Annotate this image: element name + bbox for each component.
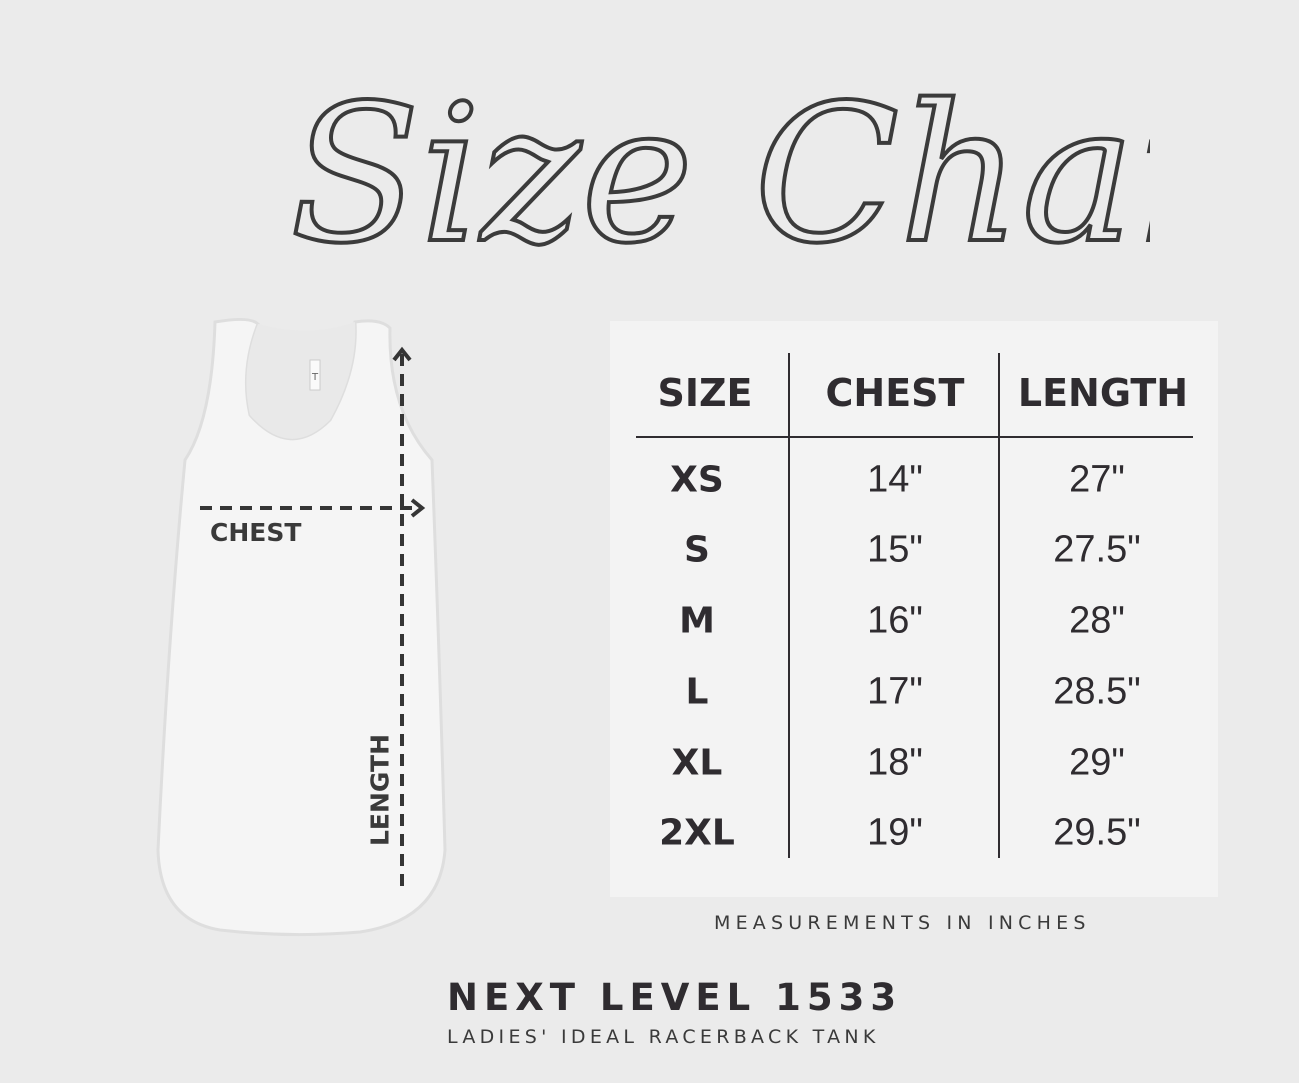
- chest-cell: 17": [867, 670, 923, 713]
- size-cell: XL: [671, 742, 723, 784]
- chest-label: CHEST: [210, 518, 302, 547]
- chest-cell: 16": [867, 599, 923, 642]
- column-divider: [998, 353, 1000, 858]
- length-cell: 28.5": [1053, 670, 1141, 713]
- chest-cell: 15": [867, 528, 923, 571]
- size-cell: S: [684, 529, 710, 571]
- chest-cell: 18": [867, 741, 923, 784]
- size-chart-title: Size Chart: [288, 62, 1150, 287]
- header-divider: [636, 436, 1193, 438]
- product-description: LADIES' IDEAL RACERBACK TANK: [447, 1026, 880, 1048]
- length-cell: 28": [1069, 599, 1125, 642]
- length-cell: 27": [1069, 458, 1125, 501]
- chest-cell: 19": [867, 811, 923, 854]
- size-cell: 2XL: [659, 812, 735, 854]
- length-cell: 29.5": [1053, 811, 1141, 854]
- length-label: LENGTH: [365, 734, 395, 846]
- chest-measure-arrow: [200, 498, 426, 518]
- size-cell: L: [685, 671, 709, 713]
- column-divider: [788, 353, 790, 858]
- length-cell: 29": [1069, 741, 1125, 784]
- product-name: NEXT LEVEL 1533: [447, 976, 903, 1019]
- header-length: LENGTH: [1017, 371, 1189, 415]
- size-table-panel: [610, 321, 1218, 897]
- measurement-note: MEASUREMENTS IN INCHES: [714, 912, 1091, 934]
- size-cell: XS: [670, 459, 724, 501]
- svg-text:T: T: [311, 372, 319, 383]
- tank-top-illustration: T: [156, 317, 447, 937]
- header-chest: CHEST: [825, 371, 965, 415]
- header-size: SIZE: [657, 371, 753, 415]
- size-cell: M: [679, 600, 715, 642]
- length-measure-arrow: [392, 346, 412, 890]
- length-cell: 27.5": [1053, 528, 1141, 571]
- title-text: Size Chart: [290, 64, 1150, 285]
- chest-cell: 14": [867, 458, 923, 501]
